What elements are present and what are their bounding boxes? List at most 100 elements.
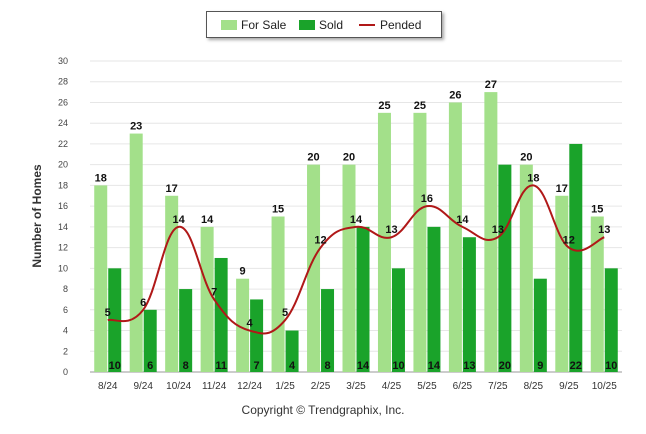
x-tick-label: 11/24 xyxy=(202,381,227,392)
bar-for-sale xyxy=(413,112,427,372)
y-tick-label: 18 xyxy=(58,180,68,190)
y-tick-label: 0 xyxy=(63,367,68,377)
data-label-for-sale: 15 xyxy=(591,204,603,216)
data-label-pended: 6 xyxy=(140,297,146,309)
x-tick-label: 2/25 xyxy=(311,381,331,392)
bar-sold xyxy=(462,237,476,372)
bar-for-sale xyxy=(200,226,214,372)
y-tick-label: 22 xyxy=(58,139,68,149)
y-tick-label: 30 xyxy=(58,56,68,66)
grid-lines xyxy=(90,60,622,373)
x-tick-label: 5/25 xyxy=(417,381,437,392)
legend-label-pended: Pended xyxy=(380,18,422,32)
data-label-pended: 5 xyxy=(105,307,111,319)
data-label-sold: 22 xyxy=(570,360,582,372)
x-tick-label: 7/25 xyxy=(488,381,508,392)
data-label-sold: 14 xyxy=(357,360,370,372)
bar-sold xyxy=(391,268,405,372)
bar-sold xyxy=(214,257,228,372)
data-label-for-sale: 17 xyxy=(556,183,568,195)
legend-label-for-sale: For Sale xyxy=(241,18,287,32)
data-labels: 18 10 23 6 17 8 14 11 9 7 15 4 20 8 20 14 25 10 25 14 26 13 27… xyxy=(95,79,618,372)
data-label-for-sale: 20 xyxy=(307,152,319,164)
data-label-for-sale: 20 xyxy=(520,152,532,164)
data-label-sold: 20 xyxy=(499,360,511,372)
bars xyxy=(94,92,618,372)
data-label-for-sale: 25 xyxy=(378,100,390,112)
y-tick-label: 12 xyxy=(58,243,68,253)
bar-for-sale xyxy=(271,216,285,372)
data-label-for-sale: 27 xyxy=(485,79,497,91)
data-label-for-sale: 26 xyxy=(449,89,461,101)
bar-sold xyxy=(569,143,583,372)
x-tick-label: 10/25 xyxy=(592,381,617,392)
data-label-sold: 9 xyxy=(537,360,543,372)
data-label-pended: 7 xyxy=(211,286,217,298)
data-label-pended: 18 xyxy=(527,172,539,184)
bar-sold xyxy=(427,226,441,372)
data-label-for-sale: 20 xyxy=(343,152,355,164)
data-label-pended: 12 xyxy=(314,235,326,247)
y-tick-label: 16 xyxy=(58,201,68,211)
y-tick-label: 6 xyxy=(63,305,68,315)
data-label-for-sale: 15 xyxy=(272,204,284,216)
x-tick-label: 6/25 xyxy=(453,381,473,392)
x-tick-label: 3/25 xyxy=(346,381,366,392)
y-tick-label: 14 xyxy=(58,222,68,232)
bar-for-sale xyxy=(236,278,250,372)
pended-line xyxy=(107,184,605,335)
bar-for-sale xyxy=(555,195,569,372)
data-label-pended: 14 xyxy=(456,214,469,226)
y-tick-label: 4 xyxy=(63,326,68,336)
x-tick-label: 12/24 xyxy=(237,381,262,392)
data-label-for-sale: 17 xyxy=(166,183,178,195)
y-tick-label: 8 xyxy=(63,284,68,294)
data-label-sold: 7 xyxy=(254,360,260,372)
bar-sold xyxy=(604,268,618,372)
data-label-sold: 4 xyxy=(289,360,296,372)
data-label-sold: 8 xyxy=(324,360,330,372)
data-label-sold: 6 xyxy=(147,360,153,372)
data-label-pended: 16 xyxy=(421,193,433,205)
y-tick-label: 20 xyxy=(58,160,68,170)
x-tick-label: 8/25 xyxy=(524,381,544,392)
data-label-for-sale: 18 xyxy=(95,172,107,184)
bar-sold xyxy=(498,164,512,372)
data-label-for-sale: 9 xyxy=(240,266,246,278)
data-label-pended: 14 xyxy=(173,214,186,226)
x-tick-label: 1/25 xyxy=(275,381,295,392)
bar-for-sale xyxy=(129,133,143,372)
legend-swatch-pended xyxy=(359,24,375,26)
bar-for-sale xyxy=(519,164,533,372)
bar-for-sale xyxy=(448,102,462,372)
data-label-for-sale: 25 xyxy=(414,100,426,112)
data-label-sold: 11 xyxy=(215,360,227,372)
data-label-pended: 14 xyxy=(350,214,363,226)
data-label-sold: 8 xyxy=(183,360,189,372)
bar-sold xyxy=(533,278,547,372)
data-label-pended: 13 xyxy=(598,224,610,236)
data-label-sold: 13 xyxy=(463,360,475,372)
y-tick-label: 24 xyxy=(58,118,68,128)
bar-for-sale xyxy=(484,92,498,372)
x-tick-label: 9/25 xyxy=(559,381,579,392)
y-tick-label: 10 xyxy=(58,263,68,273)
data-label-sold: 10 xyxy=(392,360,404,372)
legend-swatch-for-sale xyxy=(221,20,237,30)
data-label-sold: 14 xyxy=(428,360,441,372)
data-label-sold: 10 xyxy=(605,360,617,372)
data-label-for-sale: 14 xyxy=(201,214,214,226)
bar-for-sale xyxy=(590,216,604,372)
bar-for-sale xyxy=(94,185,108,372)
bar-sold xyxy=(356,226,370,372)
y-tick-label: 2 xyxy=(63,346,68,356)
x-tick-label: 8/24 xyxy=(98,381,118,392)
bar-for-sale xyxy=(307,164,321,372)
data-label-for-sale: 23 xyxy=(130,121,142,133)
bar-sold xyxy=(250,299,264,372)
data-label-pended: 4 xyxy=(247,318,254,330)
legend-label-sold: Sold xyxy=(319,18,344,32)
bar-sold xyxy=(143,309,157,372)
y-tick-label: 28 xyxy=(58,77,68,87)
